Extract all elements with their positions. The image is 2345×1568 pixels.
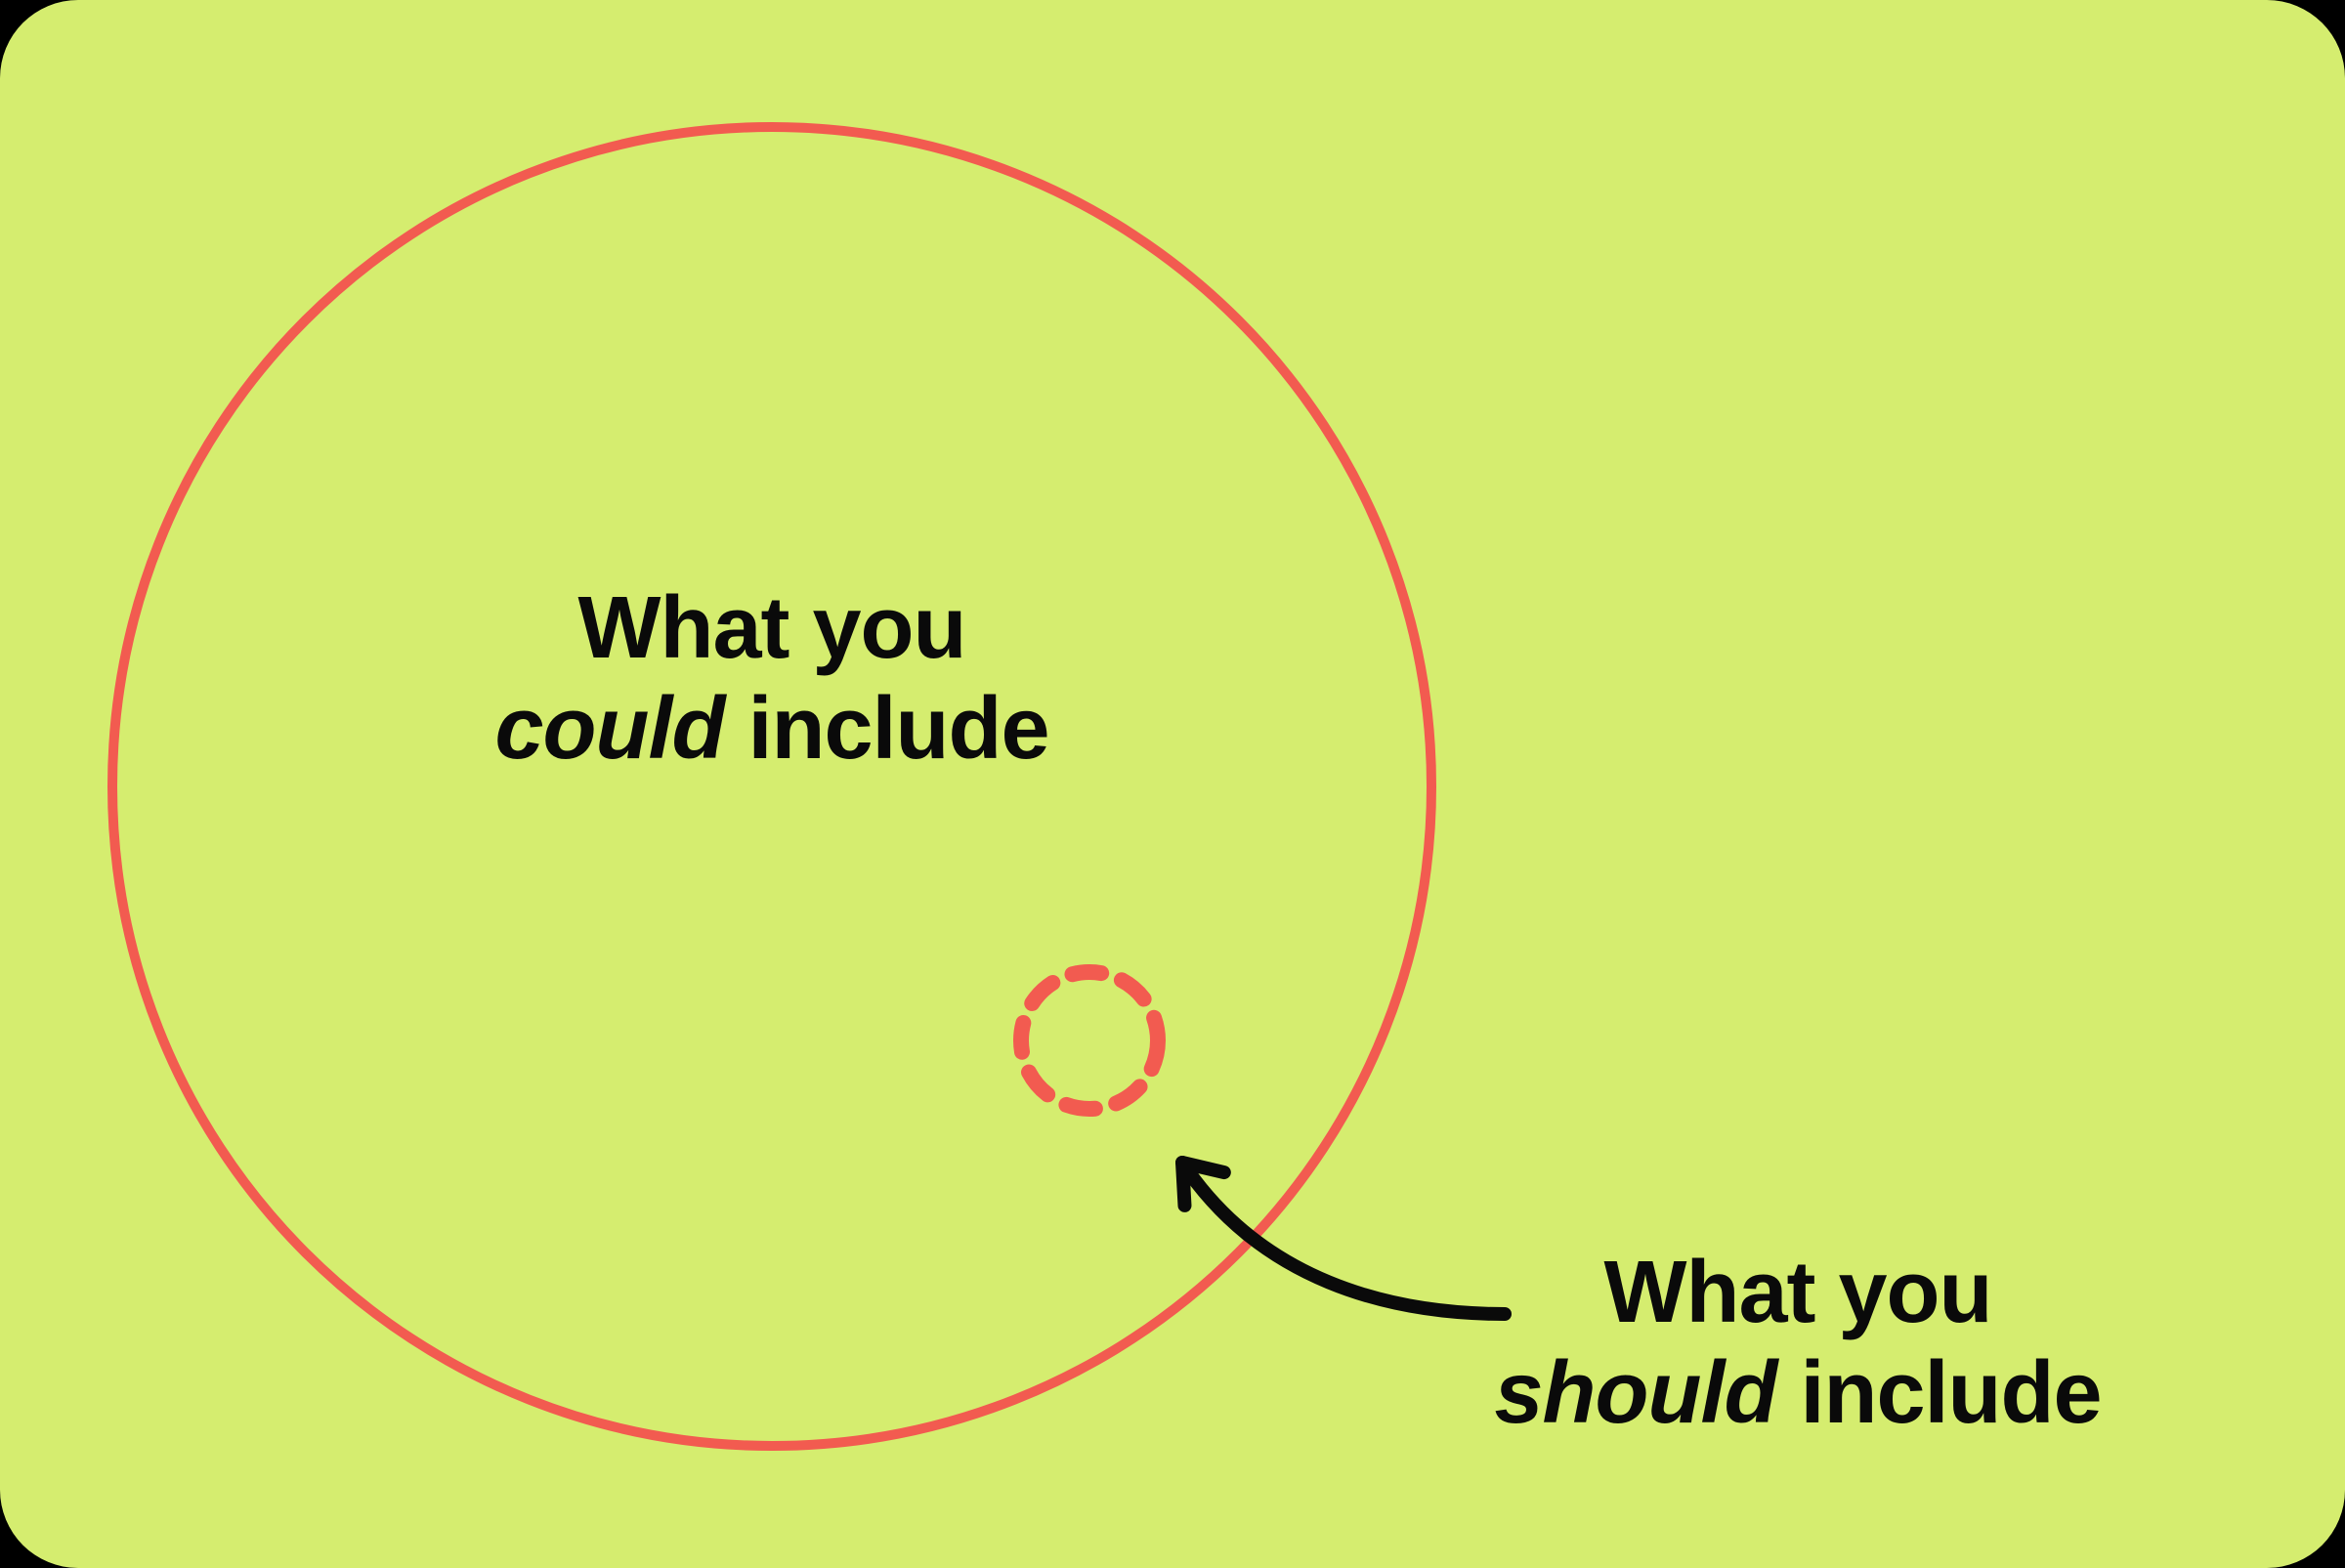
diagram-canvas: What you could include What you should i…: [0, 0, 2345, 1568]
should-include-circle-svg: [0, 0, 2345, 1568]
